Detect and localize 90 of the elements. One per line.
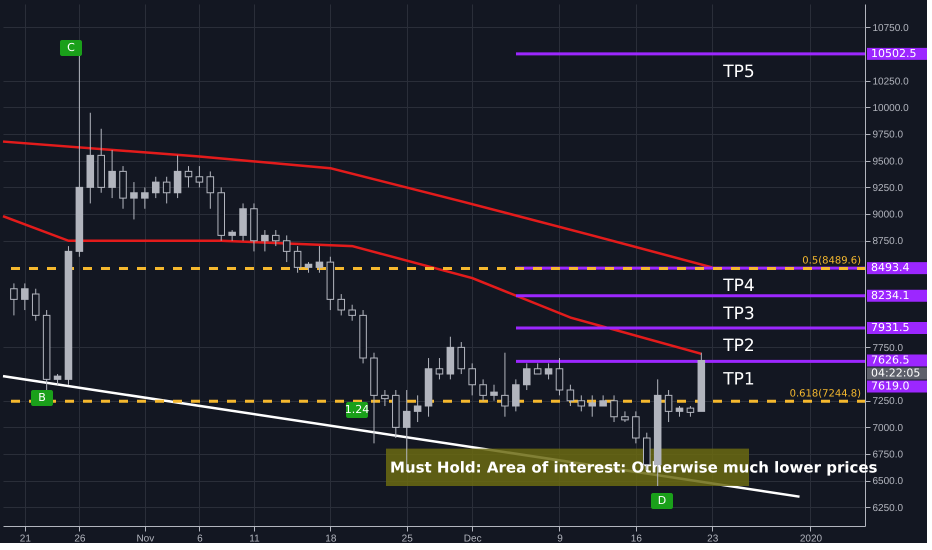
candlestick — [141, 186, 149, 210]
candlestick — [621, 410, 629, 423]
ref-line-label: TP3 — [722, 304, 755, 324]
ref-line-label: TP2 — [722, 336, 755, 356]
candlestick — [294, 246, 302, 274]
ref-line-label: 0.618(7244.8) — [790, 388, 862, 400]
candlestick — [534, 362, 542, 375]
y-tick-label: 9250.0 — [872, 182, 904, 194]
candlestick — [479, 378, 487, 402]
candlestick — [108, 150, 116, 199]
candlestick — [676, 406, 684, 418]
candlestick — [578, 394, 586, 412]
y-tick-label: 10750.0 — [872, 22, 910, 34]
x-tick-label: 26 — [74, 534, 86, 544]
candlestick — [599, 394, 607, 407]
line-series — [2, 140, 714, 269]
candlestick — [184, 166, 192, 188]
annotation: 8493.4 — [871, 261, 910, 274]
y-tick-label: 7250.0 — [872, 396, 904, 408]
candlestick — [152, 176, 160, 199]
y-tick-label: 9750.0 — [872, 130, 904, 141]
x-tick-label: 11 — [249, 534, 260, 544]
annotation: D — [658, 494, 666, 507]
candlestick — [196, 166, 204, 188]
y-tick-label: 8750.0 — [872, 236, 904, 248]
ref-line-label: TP4 — [722, 276, 755, 296]
x-tick-label: 9 — [557, 534, 564, 544]
candlestick — [32, 288, 40, 322]
line-series — [2, 214, 703, 356]
y-tick-label: 6750.0 — [872, 450, 904, 461]
x-tick-label: 18 — [325, 534, 337, 544]
candlestick — [512, 378, 520, 412]
candlestick — [21, 282, 29, 311]
annotation: 7931.5 — [871, 321, 910, 334]
candlestick — [174, 154, 182, 199]
candlestick — [337, 294, 346, 316]
y-tick-label: 6500.0 — [872, 476, 904, 488]
x-tick-label: 25 — [402, 534, 414, 544]
candlestick — [501, 352, 509, 418]
candlestick — [544, 362, 552, 380]
x-tick-label: 23 — [707, 534, 719, 544]
candlestick — [272, 230, 280, 247]
y-tick-label: 7750.0 — [872, 342, 904, 354]
candlestick — [556, 358, 564, 396]
candlestick — [588, 394, 596, 418]
x-tick-label: Dec — [464, 534, 482, 544]
annotation: 7626.5 — [871, 354, 910, 367]
x-tick-label: 6 — [197, 534, 204, 544]
candlestick — [348, 304, 356, 322]
x-tick-label: 16 — [630, 534, 642, 544]
candlestick — [304, 262, 312, 274]
y-tick-label: 9000.0 — [872, 210, 904, 221]
y-tick-label: 10000.0 — [872, 102, 910, 114]
text: 04:22:05 — [871, 366, 920, 380]
ref-line-label: TP1 — [722, 369, 755, 390]
candlestick — [566, 384, 574, 407]
candlestick — [664, 390, 672, 423]
annotation: C — [67, 41, 76, 54]
candlestick — [436, 358, 444, 380]
ref-line-label: 0.5(8489.6) — [802, 256, 862, 267]
annotation: 7619.0 — [871, 380, 910, 393]
candlestick — [261, 230, 269, 252]
ref-line-label: TP5 — [722, 62, 755, 82]
candlestick — [468, 362, 476, 396]
annotation: 8234.1 — [871, 288, 910, 302]
candlestick — [381, 390, 389, 407]
candlestick — [10, 282, 18, 316]
annotation: B — [38, 391, 46, 404]
y-tick-label: 6250.0 — [872, 502, 904, 514]
x-tick-label: Nov — [136, 534, 154, 544]
y-tick-label: 9500.0 — [872, 156, 904, 168]
candlestick — [162, 176, 170, 204]
candlestick — [414, 394, 422, 423]
x-tick-label: 21 — [20, 534, 32, 544]
candlestick — [206, 170, 214, 210]
candlestick — [632, 410, 640, 444]
annotation: 10502.5 — [871, 46, 916, 60]
candlestick — [522, 362, 531, 391]
candlestick — [228, 230, 236, 242]
candlestick — [54, 374, 62, 386]
candlestick — [490, 384, 498, 402]
candlestick — [686, 406, 694, 418]
candlestick — [282, 234, 290, 263]
y-tick-label: 7000.0 — [872, 422, 904, 434]
x-tick-label: 2020 — [800, 534, 823, 544]
candlestick — [316, 246, 324, 274]
y-tick-label: 10250.0 — [872, 76, 910, 88]
candlestick — [610, 394, 618, 423]
candlestick — [458, 342, 466, 375]
candlestick — [130, 182, 138, 220]
